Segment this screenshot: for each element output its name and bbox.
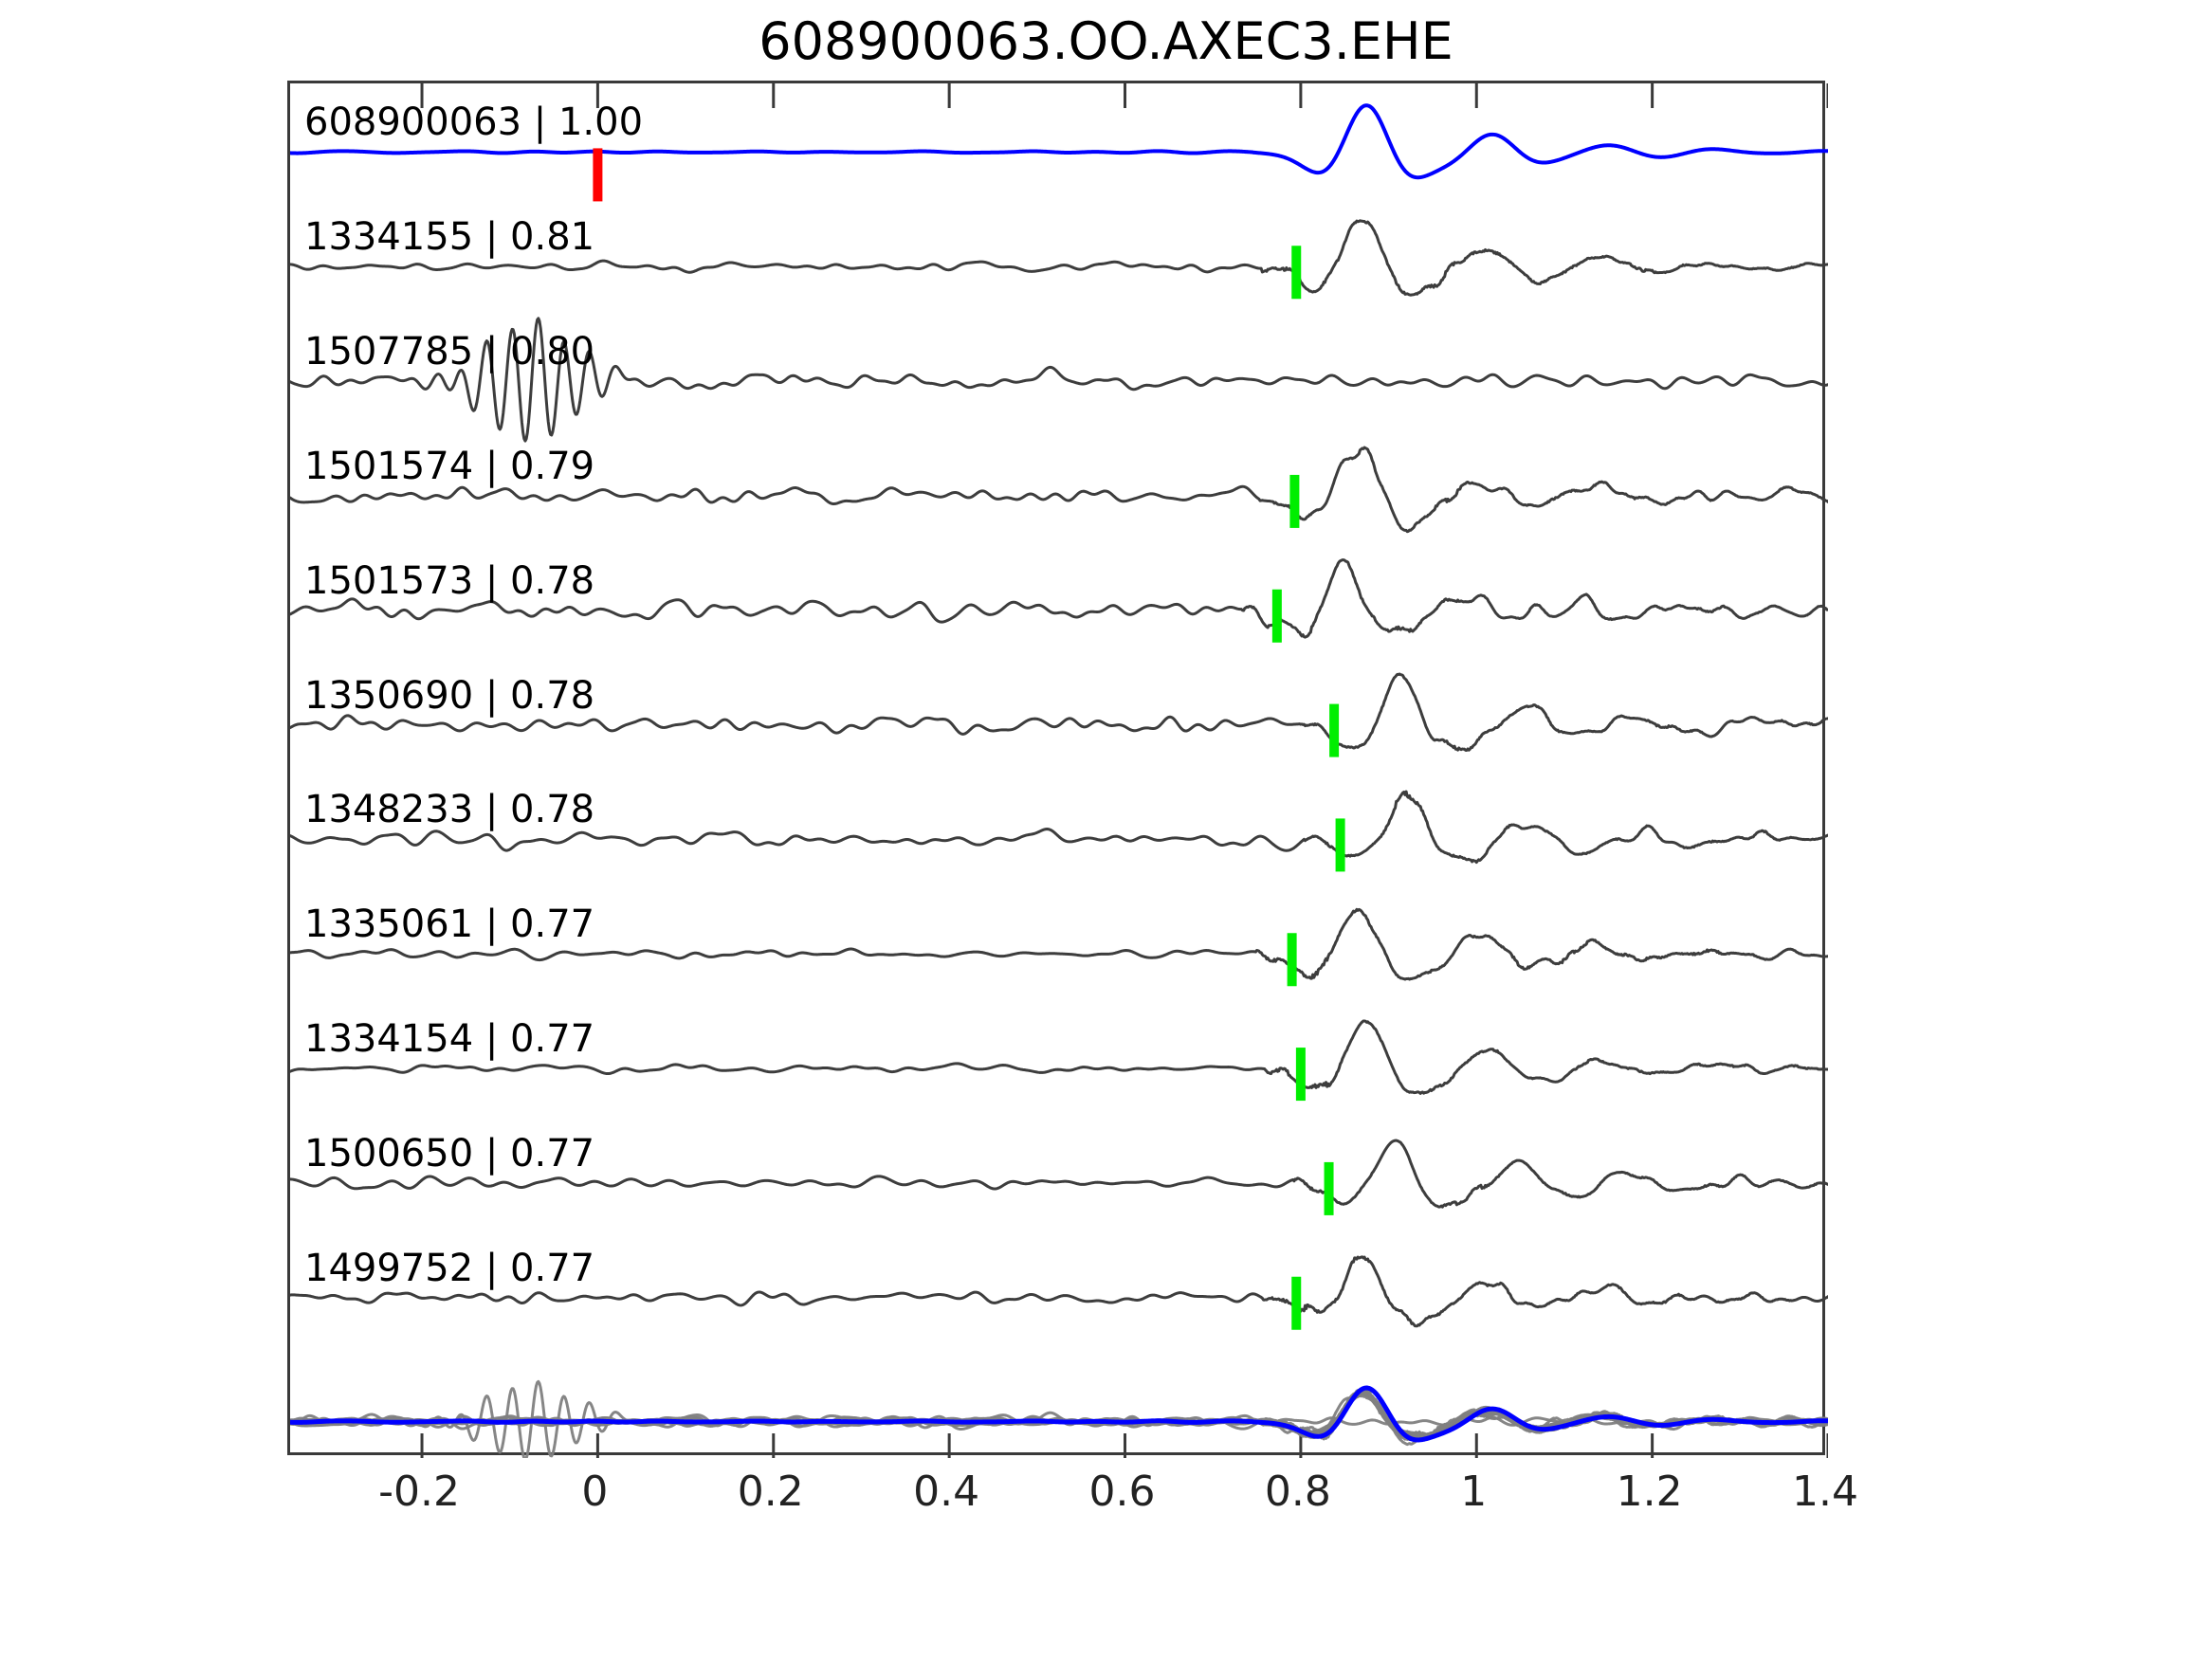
trace-label-1507785: 1507785 | 0.80 bbox=[304, 330, 595, 374]
waveform-trace bbox=[290, 219, 1828, 297]
trace-label-1350690: 1350690 | 0.78 bbox=[304, 673, 595, 718]
waveform-trace bbox=[290, 558, 1828, 639]
waveform-path-1348233 bbox=[290, 790, 1828, 865]
waveform-trace bbox=[290, 672, 1828, 753]
x-tick-label: 1.4 bbox=[1792, 1468, 1858, 1516]
pick-marker-1348233[interactable] bbox=[1335, 818, 1345, 872]
pick-marker-1499752[interactable] bbox=[1291, 1276, 1302, 1330]
waveform-path-1334155 bbox=[290, 219, 1828, 297]
pick-marker-1335061[interactable] bbox=[1287, 933, 1297, 987]
x-tick-label: 1 bbox=[1460, 1468, 1488, 1516]
x-tick-label: 0.2 bbox=[737, 1468, 804, 1516]
waveform-path-1499752 bbox=[290, 1255, 1828, 1328]
x-tick-label: 0.4 bbox=[913, 1468, 980, 1516]
waveform-trace bbox=[290, 1255, 1828, 1328]
trace-label-1348233: 1348233 | 0.78 bbox=[304, 788, 595, 832]
waveform-trace bbox=[290, 1019, 1828, 1095]
waveform-canvas bbox=[290, 83, 1828, 1458]
pick-marker-1500650[interactable] bbox=[1324, 1161, 1334, 1215]
waveform-path-1507785 bbox=[290, 317, 1828, 443]
x-tick-label: 1.2 bbox=[1616, 1468, 1683, 1516]
waveform-trace bbox=[290, 907, 1828, 981]
waveform-path-1501574 bbox=[290, 446, 1828, 534]
waveform-path-1335061 bbox=[290, 907, 1828, 981]
pick-marker-1501573[interactable] bbox=[1271, 589, 1282, 643]
trace-label-1334154: 1334154 | 0.77 bbox=[304, 1017, 595, 1062]
plot-area bbox=[287, 81, 1828, 1458]
waveform-trace bbox=[290, 103, 1828, 180]
waveform-trace bbox=[290, 317, 1828, 443]
trace-label-1500650: 1500650 | 0.77 bbox=[304, 1131, 595, 1176]
stack-reference-trace bbox=[290, 1385, 1828, 1443]
pick-marker-1334154[interactable] bbox=[1295, 1048, 1306, 1102]
x-tick-label: -0.2 bbox=[378, 1468, 460, 1516]
waveform-path-1500650 bbox=[290, 1139, 1828, 1209]
trace-label-1499752: 1499752 | 0.77 bbox=[304, 1246, 595, 1290]
trace-label-608900063: 608900063 | 1.00 bbox=[304, 100, 644, 145]
x-tick-label: 0.8 bbox=[1264, 1468, 1331, 1516]
trace-label-1335061: 1335061 | 0.77 bbox=[304, 902, 595, 947]
pick-marker-1334155[interactable] bbox=[1291, 246, 1302, 300]
trace-label-1334155: 1334155 | 0.81 bbox=[304, 215, 595, 260]
waveform-trace bbox=[290, 446, 1828, 534]
trace-label-1501573: 1501573 | 0.78 bbox=[304, 558, 595, 603]
template-pick-marker-608900063[interactable] bbox=[593, 148, 603, 202]
trace-label-1501574: 1501574 | 0.79 bbox=[304, 444, 595, 488]
waveform-trace bbox=[290, 790, 1828, 865]
pick-marker-1501574[interactable] bbox=[1289, 474, 1300, 528]
x-tick-label: 0 bbox=[581, 1468, 609, 1516]
waveform-path-1334154 bbox=[290, 1019, 1828, 1095]
waveform-path-1350690 bbox=[290, 672, 1828, 753]
x-axis-tick-labels: -0.2 0 0.2 0.4 0.6 0.8 1 1.2 1.4 bbox=[287, 1468, 1858, 1543]
x-tick-label: 0.6 bbox=[1088, 1468, 1156, 1516]
waveform-path-608900063 bbox=[290, 103, 1828, 180]
page-title: 608900063.OO.AXEC3.EHE bbox=[759, 11, 1453, 71]
waveform-path-1501573 bbox=[290, 558, 1828, 639]
waveform-trace bbox=[290, 1139, 1828, 1209]
pick-marker-1350690[interactable] bbox=[1329, 703, 1340, 757]
